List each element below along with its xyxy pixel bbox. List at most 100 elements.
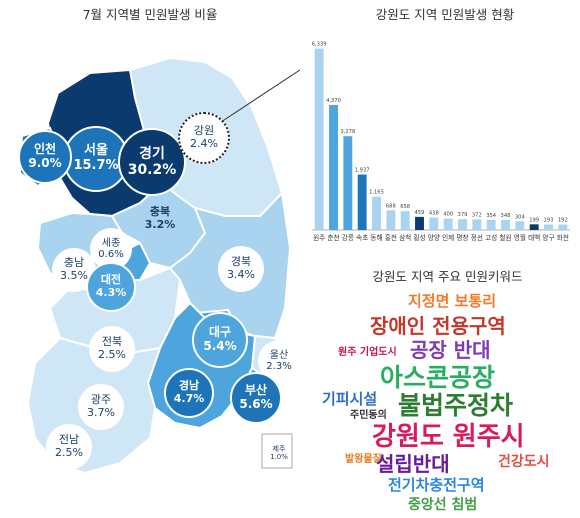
bar-정선 xyxy=(472,219,482,230)
category-label: 철원 xyxy=(499,233,511,242)
jeju-inset xyxy=(261,433,293,469)
gangwon-bar-chart: 6,339 원주 4,370 춘천 3,278 강릉 1,937 속초 1,165 동해 688 홍천… xyxy=(312,42,570,242)
region-name: 전남 xyxy=(58,433,80,447)
category-label: 속초 xyxy=(356,234,368,242)
category-label: 원주 xyxy=(313,233,325,242)
value-label: 3,278 xyxy=(340,129,355,135)
callout-line xyxy=(214,69,300,127)
region-name: 대전 xyxy=(100,273,122,287)
bar-양양 xyxy=(429,217,439,230)
value-label: 193 xyxy=(544,217,554,223)
bubble-gyeongnam: 경남 4.7% xyxy=(164,368,214,418)
category-label: 춘천 xyxy=(327,233,339,242)
bar-태백 xyxy=(529,224,539,230)
region-pct: 0.6% xyxy=(98,249,124,260)
region-pct: 5.4% xyxy=(203,339,237,353)
keyword-8: 강원도 원주시 xyxy=(372,422,525,452)
value-label: 348 xyxy=(501,213,511,219)
value-label: 688 xyxy=(386,203,396,209)
keyword-0: 지정면 보통리 xyxy=(408,292,497,310)
category-label: 양양 xyxy=(428,234,440,242)
bar-원주 xyxy=(314,48,324,230)
value-label: 372 xyxy=(472,212,482,218)
category-label: 양구 xyxy=(542,234,554,242)
keyword-4: 아스콘공장 xyxy=(380,363,496,392)
region-pct: 30.2% xyxy=(127,162,177,178)
region-name: 경기 xyxy=(139,145,165,162)
value-label: 1,165 xyxy=(369,190,384,196)
region-name: 강원 xyxy=(193,124,215,138)
region-name: 전북 xyxy=(101,335,123,349)
keyword-11: 건강도시 xyxy=(498,454,550,470)
keyword-13: 중앙선 침범 xyxy=(408,497,478,513)
region-pct: 3.5% xyxy=(60,269,88,282)
category-label: 평창 xyxy=(456,233,468,242)
bubble-gyeongbuk: 경북 3.4% xyxy=(218,246,264,292)
keyword-10: 설립반대 xyxy=(376,452,450,476)
bubble-chungnam: 충남 3.5% xyxy=(52,248,96,292)
region-pct: 5.6% xyxy=(239,397,273,411)
region-name: 울산 xyxy=(269,349,289,361)
chart-title: 강원도 지역 민원발생 현황 xyxy=(375,7,515,22)
keyword-9: 발왕물질 xyxy=(345,454,382,465)
region-name: 충북 xyxy=(149,205,171,218)
keyword-5: 기피시설 xyxy=(322,390,378,408)
category-label: 홍천 xyxy=(385,233,397,242)
bubble-gangwon: 강원 2.4% xyxy=(178,112,230,164)
bar-동해 xyxy=(372,196,381,230)
region-pct: 2.5% xyxy=(55,446,83,459)
region-name: 인천 xyxy=(33,142,57,157)
category-label: 영월 xyxy=(514,233,526,242)
region-pct: 3.7% xyxy=(87,406,115,419)
keyword-12: 전기차충전구역 xyxy=(388,476,485,494)
bubble-gyeonggi: 경기 30.2% xyxy=(118,128,186,196)
value-label: 192 xyxy=(558,218,568,224)
region-pct: 2.3% xyxy=(266,361,292,372)
value-label: 4,370 xyxy=(326,98,341,104)
region-name: 서울 xyxy=(84,143,108,159)
bubble-jeju: 제주 1.0% xyxy=(267,441,291,465)
region-pct: 4.3% xyxy=(95,286,127,299)
keyword-3: 공장 반대 xyxy=(410,338,491,362)
bar-강릉 xyxy=(343,136,353,230)
category-label: 횡성 xyxy=(413,233,425,242)
bar-양구 xyxy=(544,224,553,230)
region-pct: 3.2% xyxy=(144,217,176,231)
keyword-1: 장애인 전용구역 xyxy=(370,314,506,338)
category-label: 정선 xyxy=(471,233,483,242)
keyword-7: 불법주정차 xyxy=(398,391,514,420)
category-label: 태백 xyxy=(528,233,540,242)
value-label: 459 xyxy=(415,210,425,216)
bubble-daegu: 대구 5.4% xyxy=(192,312,248,368)
map-title: 7월 지역별 민원발생 비율 xyxy=(82,7,218,22)
bar-화천 xyxy=(558,224,568,230)
keyword-2: 원주 기업도시 xyxy=(338,347,397,358)
category-label: 동해 xyxy=(370,233,382,242)
bar-춘천 xyxy=(329,104,338,230)
bar-홍천 xyxy=(386,210,396,230)
bar-영월 xyxy=(515,221,525,230)
region-name: 제주 xyxy=(272,444,286,453)
region-name: 대구 xyxy=(208,325,232,340)
bar-고성 xyxy=(486,219,496,230)
bar-횡성 xyxy=(415,216,424,230)
region-name: 광주 xyxy=(90,393,112,407)
region-pct: 3.4% xyxy=(227,268,255,281)
value-label: 199 xyxy=(529,217,539,223)
label-chungbuk: 충북 3.2% xyxy=(140,205,180,231)
bar-인제 xyxy=(443,218,453,230)
value-label: 1,937 xyxy=(355,168,370,174)
bubble-jeonnam: 전남 2.5% xyxy=(46,424,92,470)
region-name: 부산 xyxy=(244,383,268,398)
bar-속초 xyxy=(357,174,367,230)
value-label: 400 xyxy=(443,212,453,218)
region-name: 경남 xyxy=(178,379,200,393)
value-label: 658 xyxy=(400,204,410,210)
category-label: 강릉 xyxy=(342,233,354,242)
bubble-gwangju: 광주 3.7% xyxy=(78,384,124,430)
region-pct: 15.7% xyxy=(73,158,119,173)
region-name: 경북 xyxy=(230,255,252,269)
value-label: 438 xyxy=(429,210,439,216)
bubble-jeonbuk: 전북 2.5% xyxy=(89,326,135,372)
region-name: 충남 xyxy=(63,256,85,270)
